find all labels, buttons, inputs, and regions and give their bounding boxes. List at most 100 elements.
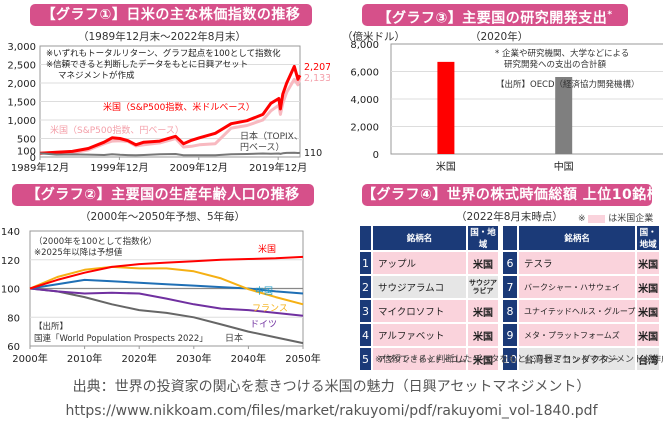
x-tick-label: 1989年12月 bbox=[11, 161, 69, 174]
source-url[interactable]: https://www.nikkoam.com/files/market/rak… bbox=[65, 403, 598, 419]
company-name-cell: 台湾セミコンダクター bbox=[519, 348, 638, 372]
x-tick-label: 2010年 bbox=[67, 352, 102, 365]
rank-cell: 4 bbox=[360, 324, 373, 348]
y-tick-label: 120 bbox=[1, 256, 20, 267]
y-tick-label: 1,500 bbox=[7, 98, 36, 109]
series-line-0 bbox=[39, 64, 302, 155]
graph3-title-mark: * bbox=[607, 10, 613, 20]
graph2-chart: 60 80 100 120 140 2000年 2010年 2020年 2030年 2040年 20… bbox=[1, 227, 321, 365]
ranking-row: 3 マイクロソフト 米国 bbox=[360, 300, 500, 324]
series-label-4: 日本 bbox=[225, 332, 243, 344]
company-name-cell: サウジアラムコ bbox=[372, 276, 468, 300]
series-label-1: 中国 bbox=[255, 285, 273, 297]
series-line-1 bbox=[29, 265, 304, 306]
y-tick-label: 0 bbox=[373, 150, 379, 161]
country-cell: 台湾 bbox=[637, 348, 661, 372]
company-name-cell: アップル bbox=[372, 252, 468, 276]
legend-us-usd: 米国（S&P500指数、米ドルベース） bbox=[103, 101, 255, 113]
y-label-100: 100 bbox=[17, 146, 36, 157]
legend-japan-2: 円ベース） bbox=[240, 142, 285, 153]
graph4-subtitle: （2022年8月末時点） bbox=[456, 211, 563, 223]
graph4-legend: ※ は米国企業 bbox=[578, 211, 653, 224]
graph1-note-1: ※いずれもトータルリターン、グラフ起点を100として指数化 bbox=[46, 48, 281, 59]
series-line-3 bbox=[29, 287, 304, 317]
company-name-cell: バークシャー・ハサウェイ bbox=[519, 276, 638, 300]
ranking-row: 8 ユナイテッドヘルス・グループ 米国 bbox=[503, 300, 661, 324]
graph1-note-3: マネジメントが作成 bbox=[58, 70, 135, 81]
x-tick-label: 米国 bbox=[436, 160, 456, 173]
country-cell: 米国 bbox=[637, 300, 661, 324]
source-caption: 出典：世界の投資家の関心を惹きつける米国の魅力（日興アセットマネジメント） bbox=[72, 379, 591, 395]
y-tick-label: 3,000 bbox=[7, 42, 36, 53]
y-tick-label: 2,000 bbox=[350, 123, 379, 134]
x-tick-label: 中国 bbox=[554, 160, 574, 173]
rank-cell: 6 bbox=[503, 252, 519, 276]
rank-cell: 5 bbox=[360, 348, 373, 372]
graph1-subtitle: （1989年12月末～2022年8月末） bbox=[78, 31, 246, 43]
graph2-source-1: 【出所】 bbox=[34, 321, 68, 332]
end-label-us-usd: 2,207 bbox=[304, 62, 330, 73]
series-line-4 bbox=[29, 287, 304, 345]
graph4-footnote: ※信頼できると判断したデータをもとに日興アセットマネジメントが作成 bbox=[375, 355, 663, 365]
ranking-row: 4 アルファベット 米国 bbox=[360, 324, 500, 348]
graph4-title: 【グラフ④】世界の株式時価総額 上位10銘柄 bbox=[362, 184, 661, 206]
country-cell: サウジアラビア bbox=[467, 276, 500, 300]
graph3-note-2: 研究開発への支出の合計額 bbox=[504, 59, 607, 70]
ranking-row: 9 メタ・プラットフォームズ 米国 bbox=[503, 324, 661, 348]
y-tick-label: 80 bbox=[7, 313, 20, 324]
country-cell: 米国 bbox=[637, 324, 661, 348]
graph3-title: 【グラフ③】主要国の研究開発支出* bbox=[362, 4, 628, 27]
ranking-row: 6 テスラ 米国 bbox=[503, 252, 661, 276]
company-name-cell: ユナイテッドヘルス・グループ bbox=[519, 300, 638, 324]
y-tick-label: 6,000 bbox=[350, 68, 379, 79]
graph3-note-1: * 企業や研究機関、大学などによる bbox=[495, 48, 629, 59]
rank-cell: 2 bbox=[360, 276, 373, 300]
rank-header bbox=[503, 226, 519, 252]
rank-cell: 7 bbox=[503, 276, 519, 300]
country-cell: 米国 bbox=[637, 276, 661, 300]
y-tick-label: 100 bbox=[1, 285, 20, 296]
company-name-cell: メタ・プラットフォームズ bbox=[519, 324, 638, 348]
x-tick-label: 1999年12月 bbox=[90, 161, 148, 174]
x-tick-label: 2000年 bbox=[12, 352, 47, 365]
graph2-source-2: 国連「World Population Prospects 2022」 bbox=[34, 333, 208, 344]
ranking-table-left: 銘柄名 国・地域 1 アップル 米国 2 サウジアラムコ サウジアラビア 3 マイクロソフト米… bbox=[360, 226, 500, 372]
y-tick-label: 2,500 bbox=[7, 61, 36, 72]
country-cell: 米国 bbox=[467, 324, 500, 348]
series-label-3: ドイツ bbox=[250, 320, 277, 330]
x-tick-label: 2050年 bbox=[285, 352, 320, 365]
series-line-2 bbox=[39, 151, 301, 157]
x-tick-label: 2040年 bbox=[231, 352, 266, 365]
series-label-0: 米国 bbox=[258, 243, 276, 255]
rank-cell: 10 bbox=[503, 348, 519, 372]
ranking-row: 5 アマゾン・ドット・コム 米国 bbox=[360, 348, 500, 372]
country-header: 国・地域 bbox=[637, 226, 661, 252]
bar-0 bbox=[437, 61, 455, 154]
name-header: 銘柄名 bbox=[519, 226, 638, 252]
us-company-swatch bbox=[588, 214, 606, 223]
graph2-subtitle: （2000年～2050年予想、5年毎） bbox=[80, 211, 246, 223]
y-tick-label: 1,000 bbox=[7, 116, 36, 127]
graph3-unit: （億米ドル） bbox=[342, 31, 405, 43]
graph2-note-2: ※2025年以降は予想値 bbox=[34, 247, 123, 258]
legend-us-jpy: 米国（S&P500指数、円ベース） bbox=[50, 124, 184, 136]
rank-cell: 1 bbox=[360, 252, 373, 276]
company-name-cell: アマゾン・ドット・コム bbox=[372, 348, 468, 372]
y-tick-label: 4,000 bbox=[350, 95, 379, 106]
legend-japan-1: 日本（TOPIX、 bbox=[240, 130, 303, 142]
rank-cell: 3 bbox=[360, 300, 373, 324]
y-tick-label: 2,000 bbox=[7, 79, 36, 90]
rank-header bbox=[360, 226, 373, 252]
graph3-subtitle: （2020年） bbox=[470, 31, 529, 43]
graph1-title: 【グラフ①】日米の主な株価指数の推移 bbox=[30, 4, 312, 26]
country-cell: 米国 bbox=[467, 300, 500, 324]
ranking-row: 1 アップル 米国 bbox=[360, 252, 500, 276]
rank-cell: 8 bbox=[503, 300, 519, 324]
country-cell: 米国 bbox=[637, 252, 661, 276]
x-tick-label: 2019年12月 bbox=[249, 161, 307, 174]
ranking-table-right: 銘柄名 国・地域 6 テスラ 米国 7 バークシャー・ハサウェイ 米国 8 ユナイテッドヘルス… bbox=[503, 226, 661, 372]
ranking-row: 7 バークシャー・ハサウェイ 米国 bbox=[503, 276, 661, 300]
y-tick-label: 500 bbox=[17, 135, 36, 146]
company-name-cell: アルファベット bbox=[372, 324, 468, 348]
